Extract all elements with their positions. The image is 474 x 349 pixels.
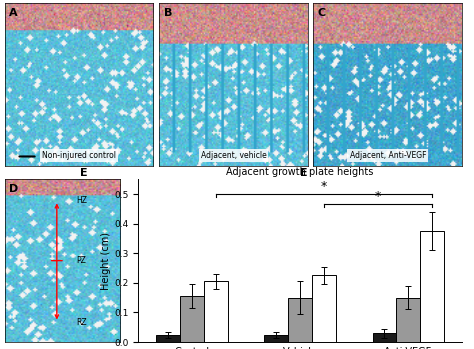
Text: C: C	[318, 8, 326, 18]
Bar	[264, 335, 288, 342]
Bar	[312, 275, 336, 342]
Bar	[156, 335, 180, 342]
Text: *: *	[321, 180, 327, 193]
Text: D: D	[9, 184, 18, 194]
Title: Adjacent growth plate heights: Adjacent growth plate heights	[227, 167, 374, 177]
Bar	[396, 298, 420, 342]
Y-axis label: Height (cm): Height (cm)	[101, 232, 111, 290]
Text: HZ: HZ	[76, 196, 88, 205]
Text: RZ: RZ	[76, 318, 87, 327]
Text: B: B	[164, 8, 172, 18]
Text: E: E	[80, 168, 87, 178]
Bar	[180, 296, 204, 342]
Text: Adjacent, Anti-VEGF: Adjacent, Anti-VEGF	[349, 151, 426, 160]
Text: Adjacent, vehicle: Adjacent, vehicle	[201, 151, 266, 160]
Text: *: *	[375, 190, 381, 203]
Text: PZ: PZ	[76, 256, 86, 265]
Text: E: E	[300, 168, 308, 178]
Text: Non-injured control: Non-injured control	[42, 151, 116, 160]
Bar	[420, 231, 444, 342]
Bar	[204, 281, 228, 342]
Bar	[373, 333, 396, 342]
Bar	[288, 298, 312, 342]
Text: A: A	[9, 8, 18, 18]
